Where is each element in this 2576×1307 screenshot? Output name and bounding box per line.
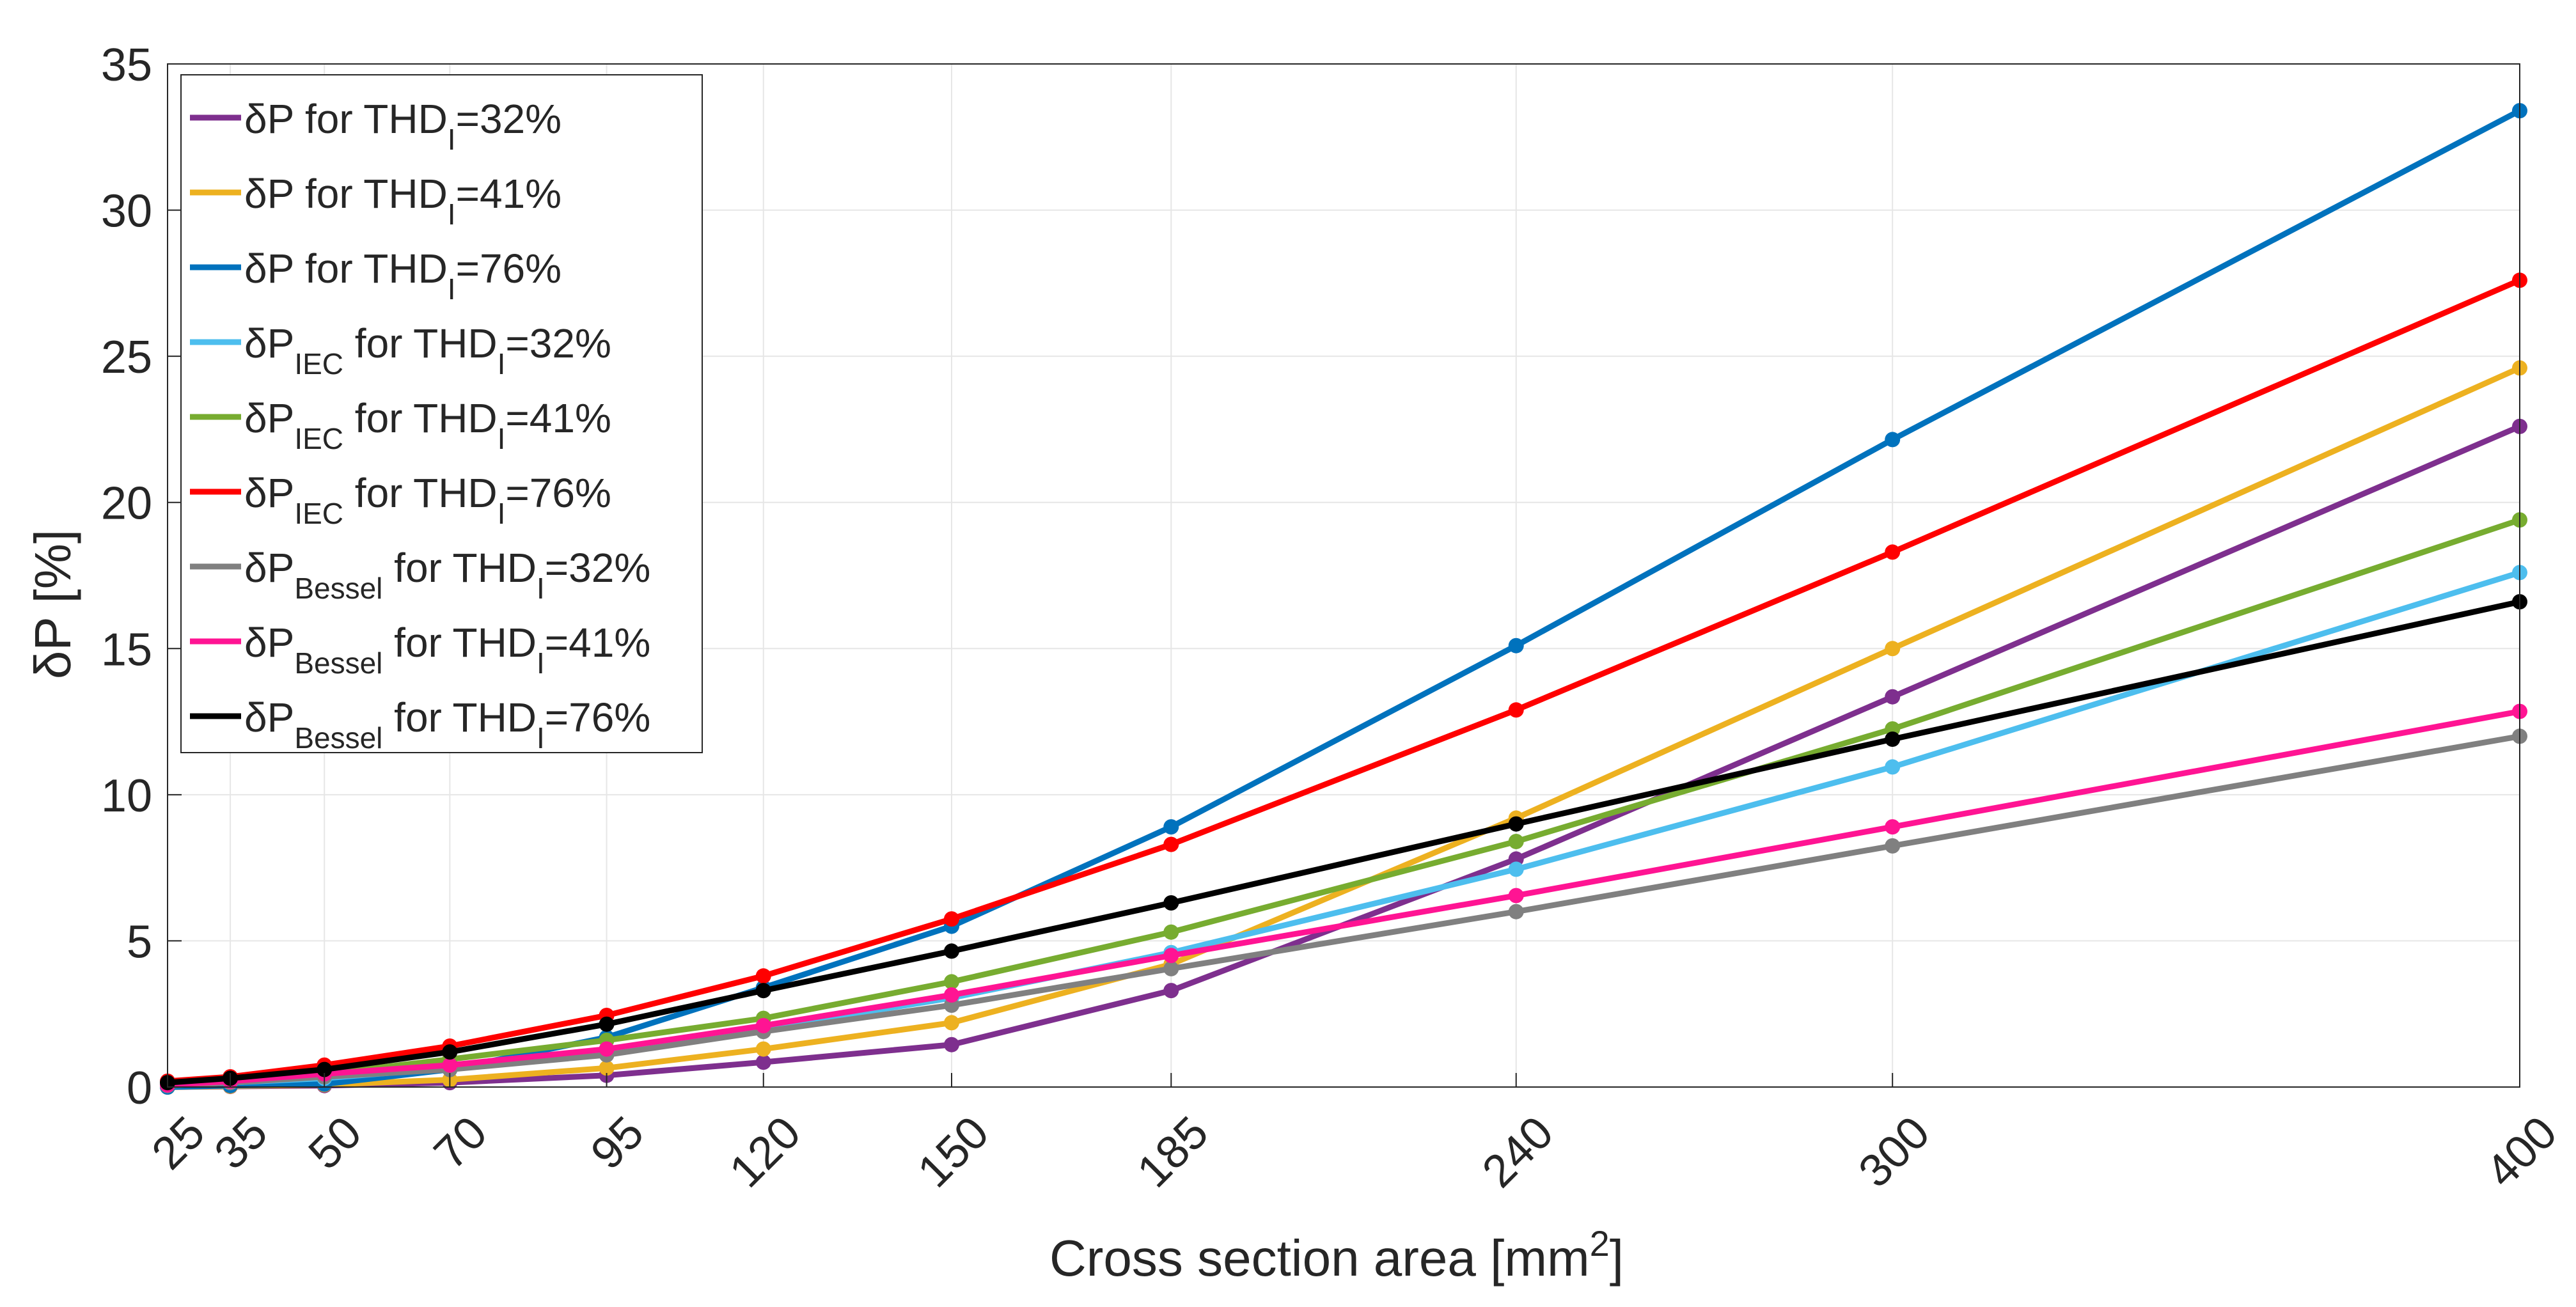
data-point — [1508, 638, 1524, 654]
x-tick-label: 50 — [299, 1107, 372, 1179]
x-tick-label: 240 — [1473, 1107, 1564, 1198]
data-point — [1885, 432, 1901, 448]
data-point — [944, 974, 959, 990]
legend-item: δPBessel for THDI=41% — [190, 620, 650, 680]
data-point — [1885, 641, 1901, 657]
data-point — [1508, 702, 1524, 718]
x-tick-label: 35 — [205, 1107, 277, 1179]
series-line — [167, 708, 2520, 1088]
data-point — [1163, 924, 1179, 940]
series-9 — [160, 594, 2527, 1091]
data-point — [944, 911, 959, 927]
y-axis-ticks: 0 5 10 15 20 25 30 35 — [101, 40, 182, 1114]
legend-item: δP for THDI=76% — [190, 246, 562, 306]
x-axis-label: Cross section area [mm2] — [1049, 1223, 1624, 1287]
legend-item: δP for THDI=32% — [190, 96, 562, 156]
data-point — [755, 1041, 771, 1057]
data-point — [755, 1054, 771, 1070]
y-tick-label: 30 — [101, 186, 152, 237]
legend-label: δP for THDI=32% — [244, 96, 562, 156]
data-point — [1508, 834, 1524, 849]
x-tick-label: 95 — [581, 1107, 654, 1179]
legend-box — [180, 74, 703, 753]
y-tick-label: 10 — [101, 771, 152, 822]
y-tick-label: 35 — [101, 40, 152, 91]
plot-area-frame — [167, 63, 2520, 1088]
data-point — [944, 987, 959, 1003]
data-point — [1163, 895, 1179, 911]
y-tick-label: 0 — [127, 1063, 152, 1114]
x-tick-label: 70 — [425, 1107, 497, 1179]
data-point — [1885, 689, 1901, 705]
legend-item: δP for THDI=41% — [190, 171, 562, 231]
data-point — [1508, 861, 1524, 877]
x-tick-label: 185 — [1127, 1107, 1218, 1198]
data-point — [1508, 904, 1524, 920]
data-point — [1508, 888, 1524, 904]
legend-item: δPIEC for THDI=41% — [190, 395, 611, 455]
data-point — [1163, 836, 1179, 852]
data-point — [317, 1061, 333, 1077]
data-point — [599, 1016, 615, 1032]
data-point — [944, 943, 959, 959]
data-point — [755, 1018, 771, 1033]
data-point — [944, 1037, 959, 1053]
legend-label: δPBessel for THDI=41% — [244, 620, 650, 680]
legend-item: δPBessel for THDI=32% — [190, 545, 650, 605]
legend-label: δP for THDI=41% — [244, 171, 562, 231]
data-point — [755, 968, 771, 984]
data-point — [944, 1015, 959, 1031]
legend-label: δPIEC for THDI=76% — [244, 470, 611, 530]
data-point — [1885, 819, 1901, 835]
data-point — [1885, 759, 1901, 775]
data-point — [442, 1057, 458, 1073]
data-point — [1163, 819, 1179, 835]
data-point — [1885, 732, 1901, 747]
legend-label: δPIEC for THDI=32% — [244, 320, 611, 380]
data-point — [1163, 948, 1179, 964]
x-tick-label: 400 — [2476, 1107, 2567, 1198]
legend-label: δP for THDI=76% — [244, 246, 562, 306]
legend-item: δPBessel for THDI=76% — [190, 694, 650, 755]
legend-label: δPBessel for THDI=32% — [244, 545, 650, 605]
y-tick-label: 20 — [101, 478, 152, 529]
x-tick-label: 120 — [720, 1107, 811, 1198]
legend-item: δPIEC for THDI=76% — [190, 470, 611, 530]
legend-label: δPIEC for THDI=41% — [244, 395, 611, 455]
x-tick-label: 300 — [1849, 1107, 1940, 1198]
data-point — [442, 1044, 458, 1060]
data-point — [1163, 983, 1179, 999]
data-point — [1885, 838, 1901, 854]
x-tick-label: 25 — [142, 1107, 214, 1179]
legend-label: δPBessel for THDI=76% — [244, 694, 650, 755]
legend: δP for THDI=32% δP for THDI=41% δP for THD… — [180, 74, 703, 755]
x-tick-label: 150 — [908, 1107, 999, 1198]
data-point — [1508, 816, 1524, 832]
data-point — [599, 1041, 615, 1057]
data-point — [1163, 960, 1179, 976]
y-tick-label: 5 — [127, 916, 152, 967]
y-axis-label: δP [%] — [24, 529, 81, 679]
series-8 — [160, 703, 2527, 1093]
data-point — [599, 1060, 615, 1076]
legend-item: δPIEC for THDI=32% — [190, 320, 611, 380]
data-point — [755, 983, 771, 999]
y-tick-label: 15 — [101, 624, 152, 675]
data-point — [1885, 544, 1901, 560]
y-tick-label: 25 — [101, 332, 152, 383]
